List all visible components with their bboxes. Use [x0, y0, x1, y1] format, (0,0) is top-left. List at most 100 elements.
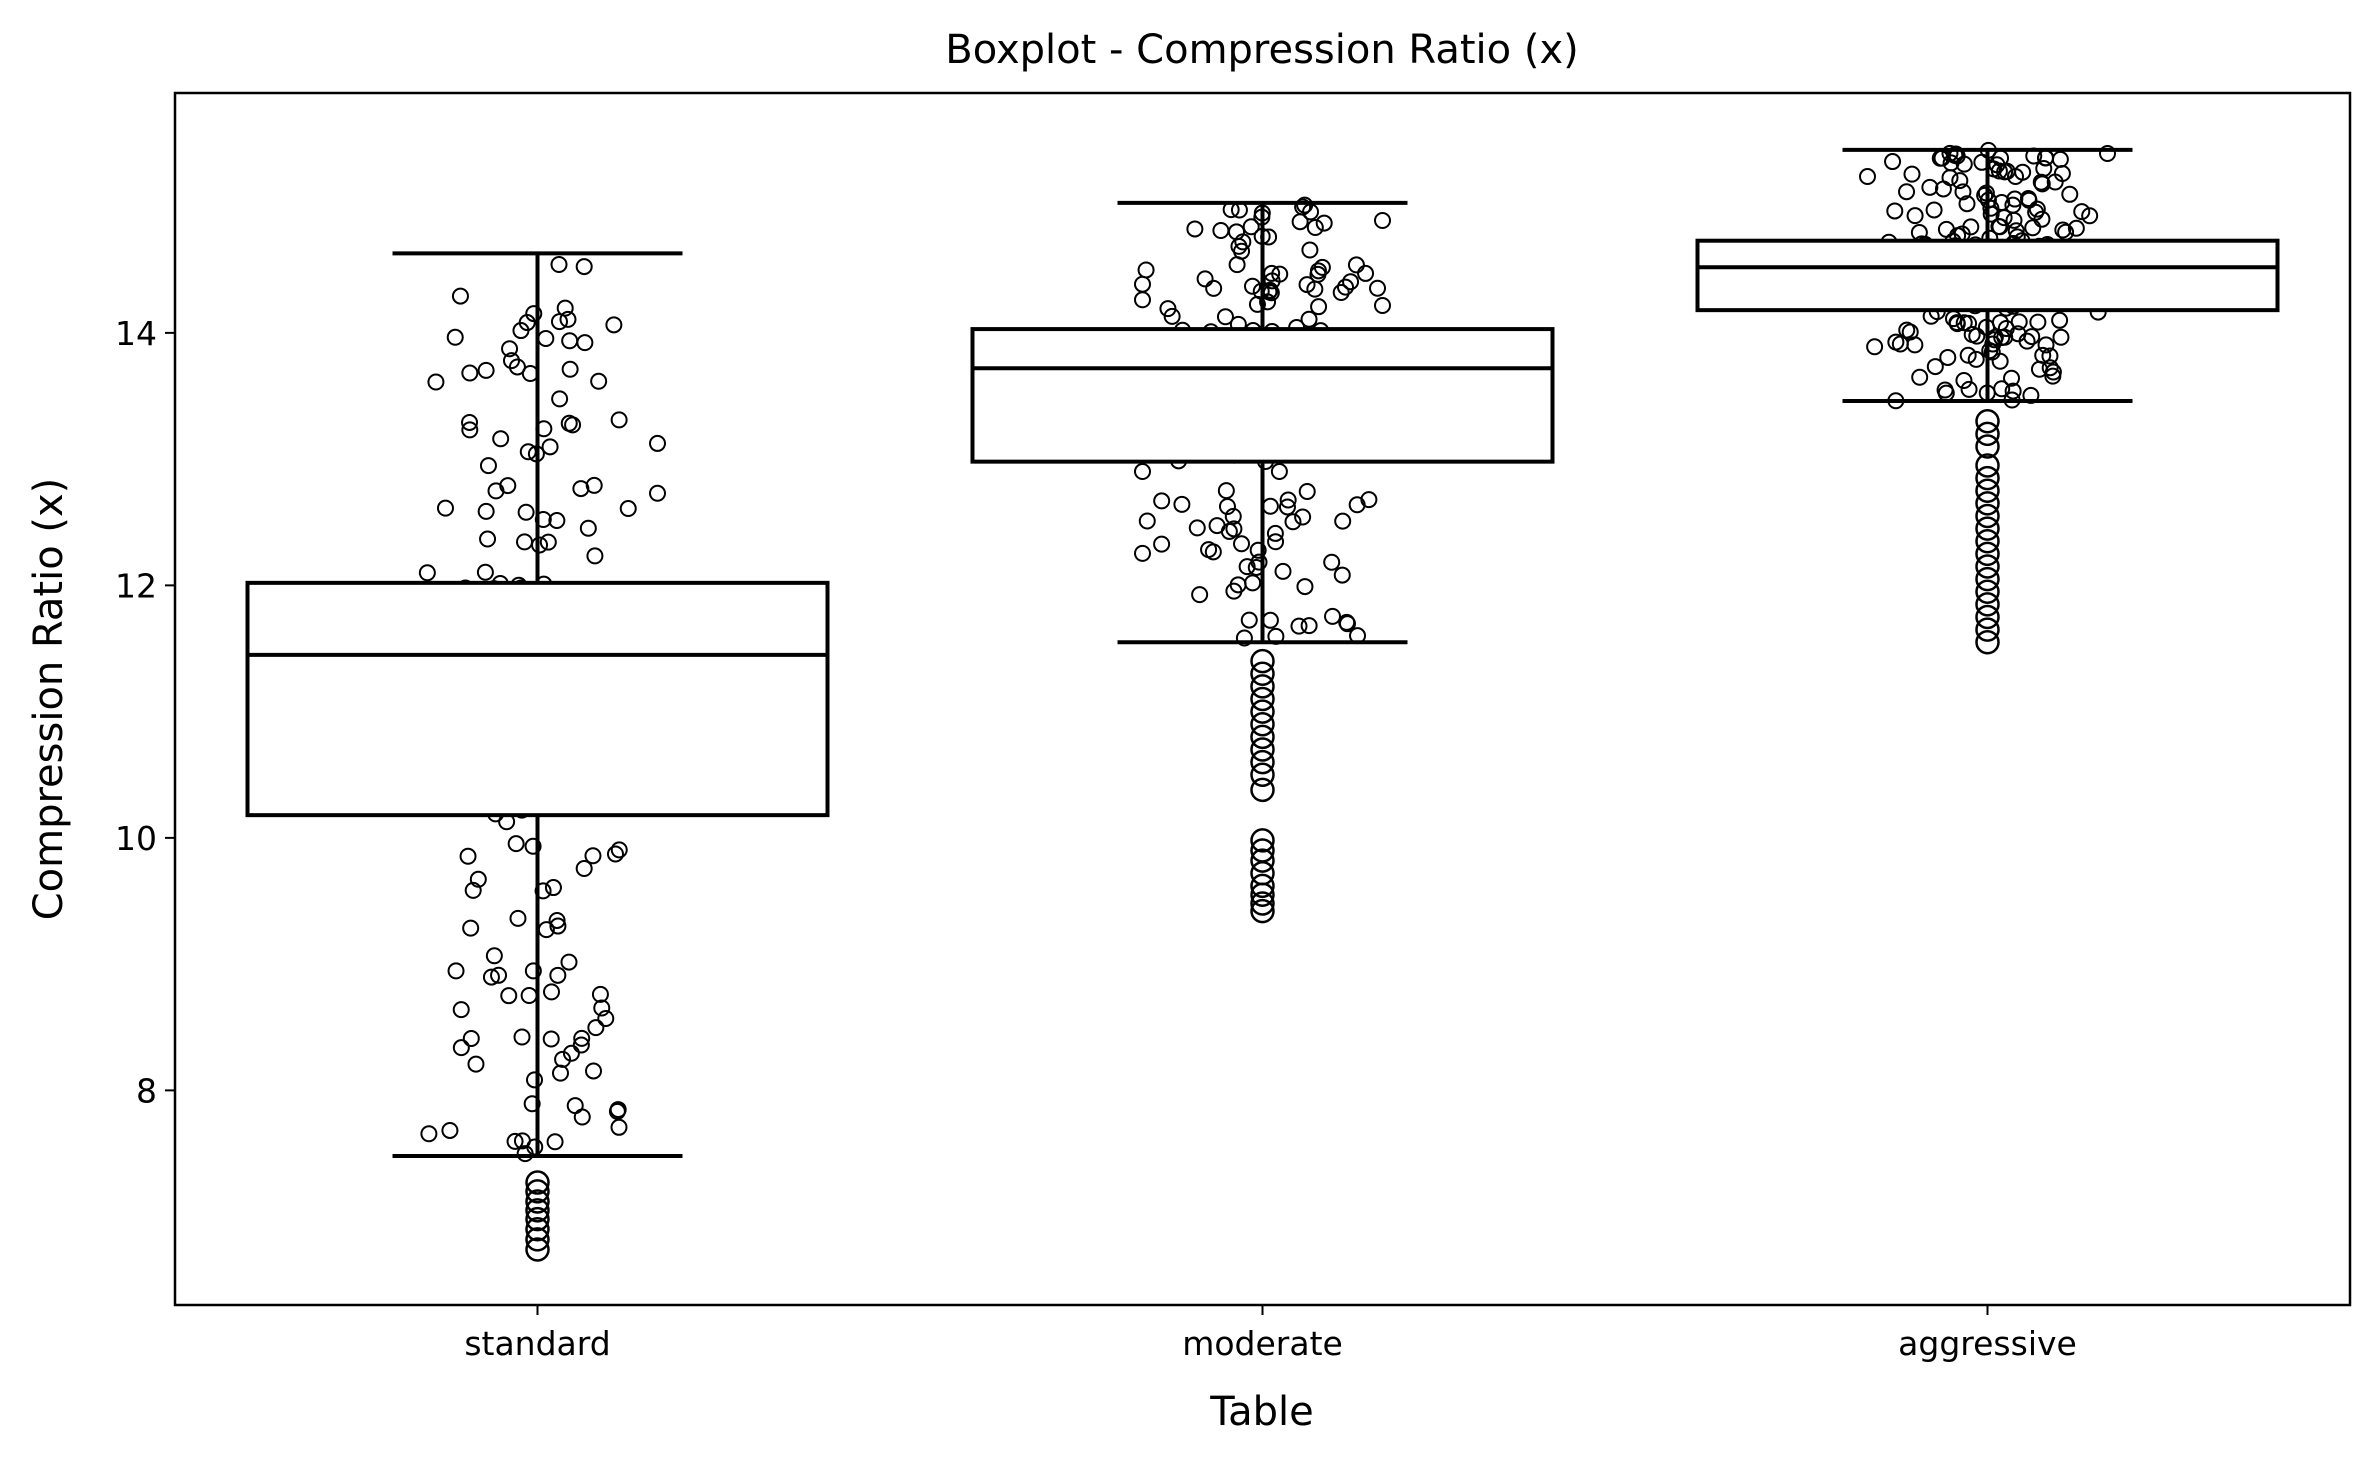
- outlier-point: [1975, 617, 2000, 642]
- jitter-point: [585, 1062, 603, 1080]
- jitter-point: [479, 457, 497, 475]
- jitter-point: [551, 390, 569, 408]
- jitter-point: [452, 1001, 470, 1019]
- jitter-point: [1249, 541, 1267, 559]
- jitter-point: [2004, 382, 2022, 400]
- outlier-point: [525, 1227, 550, 1252]
- jitter-point: [591, 985, 609, 1003]
- jitter-point: [1191, 586, 1209, 604]
- jitter-point: [593, 999, 611, 1017]
- jitter-point: [508, 358, 526, 376]
- jitter-point: [590, 372, 608, 390]
- jitter-point: [1934, 180, 1952, 198]
- jitter-point: [1925, 201, 1943, 219]
- jitter-point: [1235, 629, 1253, 647]
- outlier-point: [1975, 434, 2000, 459]
- jitter-point: [576, 334, 594, 352]
- jitter-point: [1374, 212, 1391, 230]
- jitter-point: [609, 1101, 627, 1119]
- jitter-point: [1212, 222, 1230, 240]
- boxes: [245, 147, 2280, 1159]
- x-axis-label: Table: [1209, 1389, 1313, 1435]
- jitter-point: [418, 564, 436, 582]
- jitter-point: [1906, 336, 1924, 354]
- jitter-point: [2099, 144, 2116, 162]
- outlier-point: [1250, 724, 1275, 750]
- jitter-point: [548, 911, 566, 929]
- jitter-point: [1196, 270, 1214, 288]
- outlier-point: [1975, 592, 2000, 617]
- jitter-point: [513, 1132, 531, 1150]
- jitter-point: [1886, 202, 1904, 220]
- jitter-point: [1267, 533, 1285, 551]
- jitter-point: [562, 1044, 580, 1062]
- jitter-point: [1991, 218, 2009, 236]
- jitter-point: [575, 860, 593, 878]
- y-tick-label: 10: [115, 819, 157, 858]
- jitter-point: [541, 438, 559, 456]
- jitter-point: [461, 421, 479, 439]
- jitter-point: [1891, 335, 1909, 353]
- jitter-point: [1859, 168, 1876, 186]
- jitter-point: [1315, 214, 1333, 232]
- jitter-point: [549, 917, 567, 935]
- jitter-point: [1911, 368, 1929, 386]
- outlier-point: [1250, 860, 1275, 886]
- jitter-point: [1342, 273, 1360, 291]
- jitter-point: [1310, 298, 1328, 316]
- jitter-point: [587, 1019, 605, 1037]
- jitter-point: [2073, 203, 2091, 221]
- jitter-point: [1218, 498, 1236, 516]
- jitter-point: [482, 968, 500, 986]
- jitter-point: [503, 352, 521, 370]
- jitter-point: [2032, 173, 2050, 191]
- jitter-point: [1188, 519, 1206, 537]
- jitter-point: [2020, 191, 2038, 209]
- jitter-point: [1248, 295, 1266, 313]
- jitter-point: [1240, 611, 1258, 629]
- jitter-point: [1982, 205, 2000, 223]
- jitter-point: [1134, 463, 1151, 481]
- jitter-point: [1263, 272, 1281, 290]
- jitter-point: [1261, 611, 1279, 629]
- jitter-point: [501, 340, 519, 358]
- jitter-point: [1270, 463, 1288, 481]
- jitter-point: [575, 258, 593, 276]
- jitter-point: [1955, 314, 1973, 332]
- jitter-point: [1374, 297, 1391, 315]
- jitter-point: [597, 1010, 615, 1028]
- jitter-point: [1921, 178, 1939, 196]
- jitter-point: [1306, 219, 1324, 237]
- outlier-point: [1250, 737, 1275, 762]
- jitter-point: [1898, 183, 1916, 201]
- jitter-point: [1294, 198, 1312, 216]
- x-tick-label: moderate: [1182, 1324, 1343, 1363]
- box: [245, 580, 830, 818]
- jitter-point: [586, 547, 604, 565]
- jitter-point: [1941, 169, 1959, 187]
- outlier-point: [525, 1217, 550, 1242]
- jitter-point: [1338, 613, 1356, 631]
- jitter-point: [1954, 183, 1972, 201]
- jitter-point: [487, 482, 505, 500]
- jitter-point: [543, 983, 561, 1001]
- jitter-point: [1995, 209, 2013, 227]
- jitter-point: [1357, 264, 1375, 282]
- jitter-point: [1243, 277, 1261, 295]
- jitter-point: [1336, 278, 1354, 296]
- jitter-point: [566, 1097, 584, 1115]
- jitter-point: [2081, 207, 2099, 225]
- jitter-point: [1906, 207, 1924, 225]
- jitter-point: [485, 947, 503, 965]
- jitter-point: [561, 360, 579, 378]
- jitter-point: [1982, 199, 2000, 217]
- jitter-point: [1284, 513, 1302, 531]
- jitter-point: [610, 1118, 628, 1136]
- jitter-point: [605, 316, 623, 334]
- jitter-point: [556, 299, 574, 317]
- jitter-point: [477, 361, 495, 379]
- jitter-point: [1998, 162, 2016, 180]
- jitter-point: [1951, 172, 1969, 190]
- jitter-point: [1242, 218, 1260, 236]
